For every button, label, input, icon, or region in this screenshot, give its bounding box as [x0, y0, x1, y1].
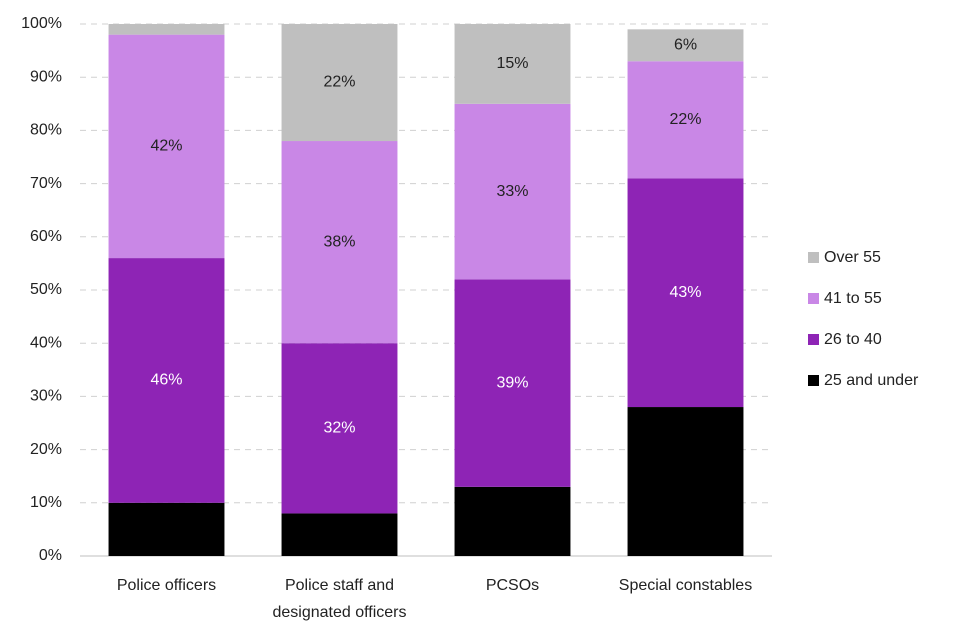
bar-segment — [108, 258, 225, 503]
y-tick-label: 80% — [30, 122, 62, 139]
bar-segment — [454, 279, 571, 487]
x-tick-label: Police officers — [116, 577, 217, 594]
bar-segment — [281, 141, 398, 344]
y-tick-label: 50% — [30, 281, 62, 298]
bar-segment — [627, 29, 744, 62]
y-tick-label: 70% — [30, 175, 62, 192]
x-tick-label: Police staff and designated officers — [272, 577, 407, 621]
bar-segment — [627, 61, 744, 179]
data-label: 46% — [150, 372, 182, 389]
legend-swatch — [808, 252, 819, 263]
data-label: 6% — [674, 36, 697, 53]
bar-segment — [281, 343, 398, 514]
bar-segment — [627, 407, 744, 556]
legend-swatch — [808, 375, 819, 386]
bar-segment — [108, 24, 225, 35]
legend-label: 41 to 55 — [824, 290, 882, 307]
data-label: 43% — [669, 284, 701, 301]
y-tick-label: 90% — [30, 68, 62, 85]
data-label: 15% — [496, 55, 528, 72]
legend-swatch — [808, 334, 819, 345]
y-tick-label: 20% — [30, 441, 62, 458]
y-tick-label: 60% — [30, 228, 62, 245]
y-tick-label: 0% — [39, 547, 62, 564]
legend-label: Over 55 — [824, 249, 881, 266]
bar-segment — [627, 178, 744, 408]
bar-segment — [454, 24, 571, 104]
data-label: 42% — [150, 138, 182, 155]
bar-segment — [108, 502, 225, 556]
legend-swatch — [808, 293, 819, 304]
data-label: 22% — [669, 111, 701, 128]
legend-label: 25 and under — [824, 372, 919, 389]
data-label: 33% — [496, 183, 528, 200]
bar-segment — [281, 24, 398, 142]
y-tick-label: 40% — [30, 334, 62, 351]
data-label: 32% — [323, 420, 355, 437]
bar-segment — [454, 486, 571, 556]
x-tick-label: PCSOs — [485, 577, 540, 594]
legend-label: 26 to 40 — [824, 331, 882, 348]
bar-segment — [281, 513, 398, 556]
data-label: 22% — [323, 74, 355, 91]
data-label: 39% — [496, 374, 528, 391]
y-tick-label: 100% — [21, 15, 62, 32]
bar-segment — [108, 34, 225, 259]
x-tick-label: Special constables — [618, 577, 753, 594]
y-tick-label: 10% — [30, 494, 62, 511]
bar-segment — [454, 103, 571, 280]
y-tick-label: 30% — [30, 388, 62, 405]
data-label: 38% — [323, 233, 355, 250]
